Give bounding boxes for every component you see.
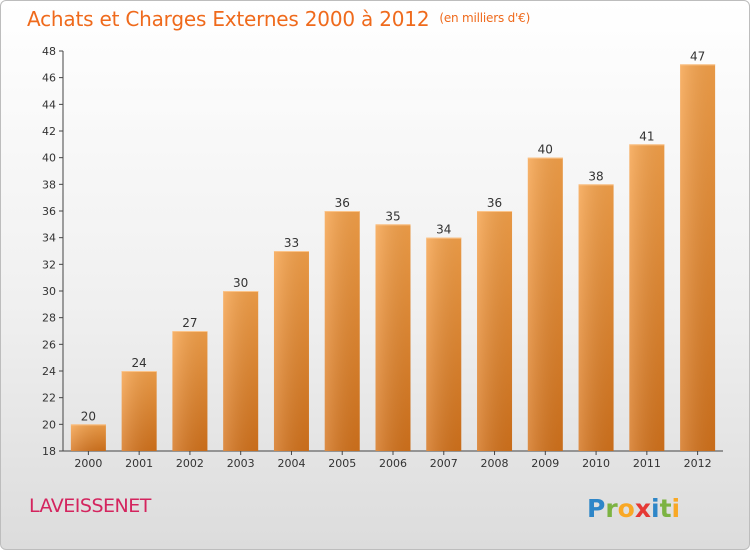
y-tick-label: 38 [42, 178, 56, 191]
bar-shade-2010 [578, 184, 614, 452]
bar-shade-2011 [629, 144, 665, 452]
value-label-2003: 30 [233, 276, 248, 290]
bar-shade-2007 [426, 237, 462, 451]
x-tick-label-2003: 2003 [227, 457, 255, 470]
x-tick-label-2004: 2004 [277, 457, 305, 470]
title-unit: (en milliers d'€) [439, 11, 531, 25]
y-tick-label: 40 [42, 152, 56, 165]
value-label-2009: 40 [538, 143, 553, 157]
bar-shade-2004 [273, 251, 309, 451]
value-label-2012: 47 [690, 49, 705, 63]
x-tick-label-2002: 2002 [176, 457, 204, 470]
axes: 18 20 22 24 26 28 30 32 34 36 38 40 42 44 46 48 2000 2001… [42, 45, 723, 470]
y-tick-label: 18 [42, 445, 56, 458]
y-tick-label: 42 [42, 125, 56, 138]
chart-title: Achats et Charges Externes 2000 à 2012 (e… [27, 7, 530, 31]
bar-shade-2006 [375, 224, 411, 451]
bars: 20 24 27 30 33 36 35 34 36 40 38 41 47 [70, 49, 716, 452]
bar-shade-2000 [70, 424, 106, 451]
x-tick-label-2005: 2005 [328, 457, 356, 470]
bar-shade-2005 [324, 211, 360, 451]
bar-shade-2003 [223, 291, 259, 451]
y-tick-label: 44 [42, 98, 56, 111]
bar-shade-2001 [121, 371, 157, 451]
value-label-2004: 33 [284, 236, 299, 250]
bar-shade-2009 [527, 157, 563, 451]
y-tick-label: 28 [42, 312, 56, 325]
bar-shade-2008 [477, 211, 513, 451]
value-label-2007: 34 [436, 223, 451, 237]
proxiti-logo: Proxiti [587, 494, 680, 523]
bar-shade-2012 [680, 64, 716, 452]
title-text: Achats et Charges Externes 2000 à 2012 [27, 7, 430, 31]
x-tick-label-2006: 2006 [379, 457, 407, 470]
value-label-2011: 41 [639, 129, 654, 143]
x-tick-label-2011: 2011 [633, 457, 661, 470]
value-label-2001: 24 [132, 356, 147, 370]
value-label-2002: 27 [182, 316, 197, 330]
y-tick-label: 36 [42, 205, 56, 218]
y-tick-label: 20 [42, 418, 56, 431]
y-tick-label: 30 [42, 285, 56, 298]
x-tick-label-2010: 2010 [582, 457, 610, 470]
value-label-2008: 36 [487, 196, 502, 210]
x-tick-label-2009: 2009 [531, 457, 559, 470]
commune-name: LAVEISSENET [29, 495, 151, 517]
value-label-2000: 20 [81, 409, 96, 423]
y-tick-label: 24 [42, 365, 56, 378]
svg-text:Proxiti: Proxiti [587, 494, 680, 523]
x-tick-label-2007: 2007 [430, 457, 458, 470]
x-tick-label-2000: 2000 [74, 457, 102, 470]
y-tick-label: 32 [42, 258, 56, 271]
y-tick-label: 48 [42, 45, 56, 58]
x-tick-label-2008: 2008 [481, 457, 509, 470]
value-label-2006: 35 [385, 209, 400, 223]
y-tick-label: 34 [42, 232, 56, 245]
y-tick-label: 46 [42, 72, 56, 85]
value-label-2010: 38 [588, 169, 603, 183]
y-tick-label: 22 [42, 392, 56, 405]
y-tick-label: 26 [42, 338, 56, 351]
x-tick-label-2001: 2001 [125, 457, 153, 470]
value-label-2005: 36 [335, 196, 350, 210]
bar-shade-2002 [172, 331, 208, 451]
x-tick-label-2012: 2012 [684, 457, 712, 470]
